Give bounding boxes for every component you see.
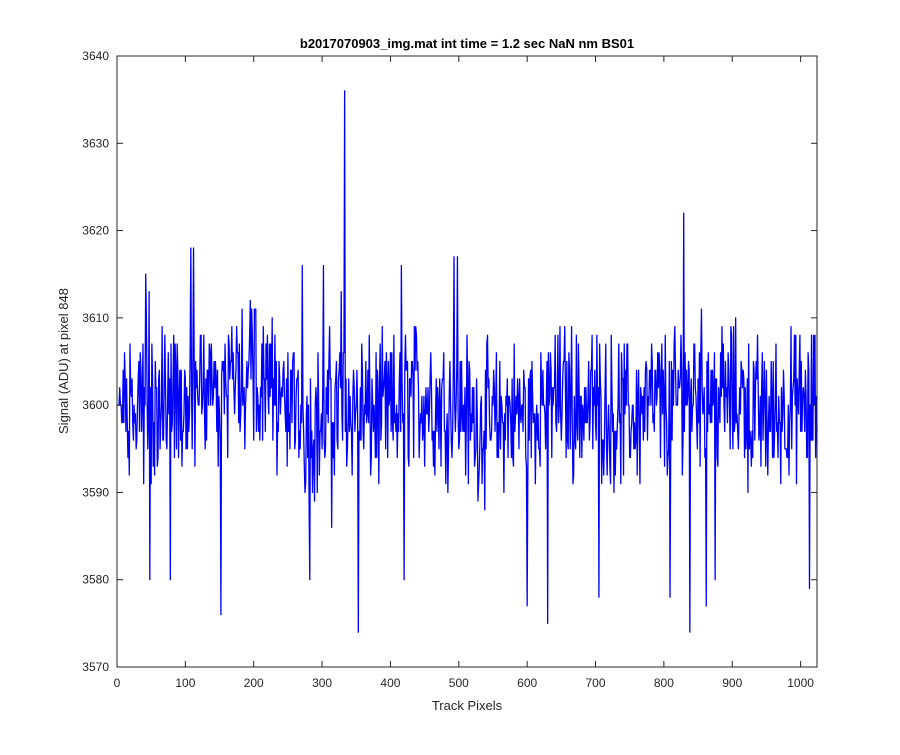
x-tick-label: 700 [586,676,606,690]
x-tick-label: 400 [380,676,400,690]
y-tick-label: 3570 [82,660,109,674]
x-tick-label: 300 [312,676,332,690]
x-tick-label: 500 [449,676,469,690]
series-layer [117,90,818,633]
y-tick-label: 3610 [82,311,109,325]
x-tick-label: 1000 [787,676,814,690]
x-ticks: 0 100 200 300 400 500 600 700 800 900 1000 [114,56,814,690]
y-tick-label: 3590 [82,485,109,499]
x-tick-label: 900 [722,676,742,690]
chart-title: b2017070903_img.mat int time = 1.2 sec N… [300,36,634,51]
x-tick-label: 600 [517,676,537,690]
x-tick-label: 100 [175,676,195,690]
y-tick-label: 3640 [82,49,109,63]
x-axis-label: Track Pixels [432,698,503,713]
plot-frame [116,55,818,668]
series-line [117,90,818,633]
y-ticks: 3570 3580 3590 3600 3610 3620 3630 3640 [82,49,817,674]
y-tick-label: 3580 [82,573,109,587]
x-tick-label: 0 [114,676,121,690]
y-tick-label: 3620 [82,224,109,238]
y-tick-label: 3630 [82,136,109,150]
y-tick-label: 3600 [82,398,109,412]
x-tick-label: 200 [244,676,264,690]
y-axis-label: Signal (ADU) at pixel 848 [56,288,71,434]
x-tick-label: 800 [654,676,674,690]
